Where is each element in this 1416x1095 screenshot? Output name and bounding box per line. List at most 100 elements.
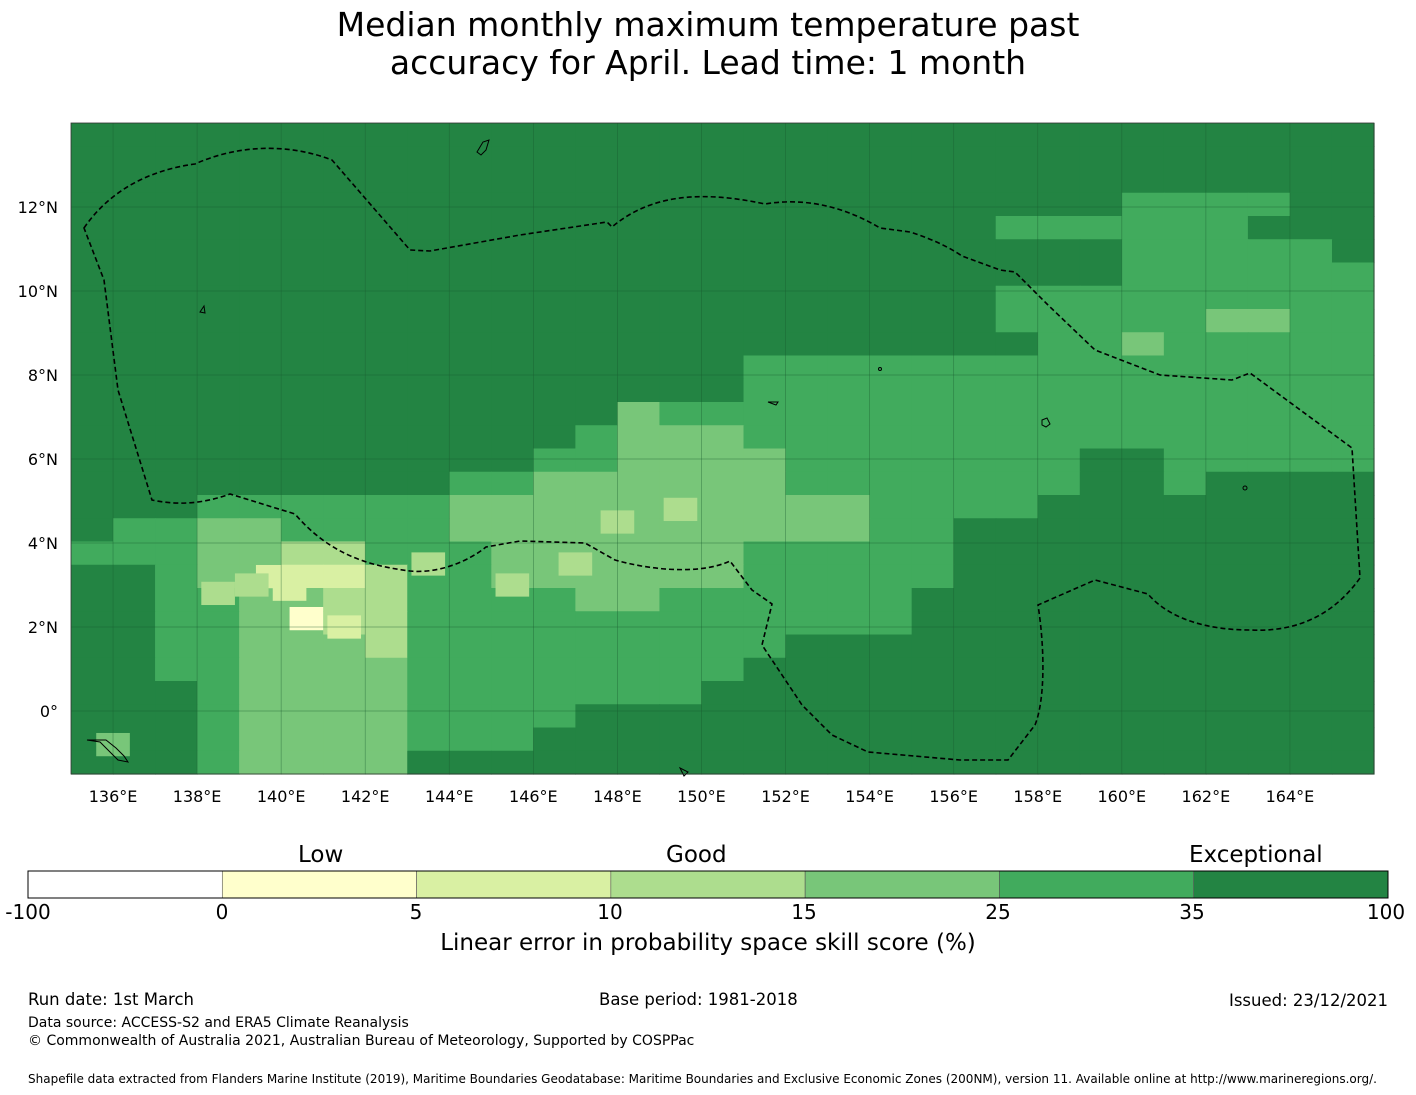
grid-cell	[701, 634, 745, 659]
grid-cell	[1163, 588, 1207, 612]
grid-cell	[1289, 657, 1333, 682]
grid-cell	[71, 634, 114, 659]
grid-cell	[869, 355, 913, 380]
grid-cell	[995, 285, 1039, 310]
grid-cell	[533, 402, 576, 426]
grid-cell	[785, 588, 829, 612]
grid-cell	[701, 355, 745, 380]
grid-cell	[113, 309, 156, 333]
grid-cell	[869, 588, 913, 612]
grid-cell	[995, 634, 1039, 659]
grid-cell	[785, 495, 829, 519]
grid-cell	[827, 704, 871, 729]
grid-cell	[1121, 704, 1165, 729]
grid-cell	[1037, 634, 1081, 659]
grid-cell	[1037, 750, 1081, 775]
grid-cell	[449, 448, 492, 473]
grid-cell	[617, 192, 661, 217]
grid-cell	[1205, 727, 1249, 752]
grid-cell	[155, 704, 198, 729]
grid-cell	[743, 657, 787, 682]
grid-cell	[71, 541, 114, 566]
grid-cell	[911, 681, 955, 705]
grid-cell	[701, 332, 745, 357]
grid-cell	[1163, 611, 1207, 636]
grid-cell	[71, 262, 114, 287]
grid-cell	[449, 402, 492, 426]
grid-cell	[71, 309, 114, 333]
grid-cell	[1289, 332, 1333, 357]
grid-cell	[323, 123, 366, 147]
grid-cell	[197, 750, 240, 775]
grid-cell	[659, 239, 703, 264]
grid-cell	[1163, 518, 1207, 543]
grid-cell	[743, 262, 787, 287]
grid-cell	[365, 634, 408, 659]
grid-cell	[155, 216, 198, 240]
grid-cell	[323, 146, 366, 171]
grid-cell	[281, 192, 324, 217]
grid-cell	[701, 262, 745, 287]
grid-cell	[1163, 216, 1207, 240]
base-period: Base period: 1981-2018	[599, 990, 798, 1009]
grid-cell	[533, 425, 576, 450]
grid-cell	[1079, 332, 1123, 357]
grid-cell	[1289, 495, 1333, 519]
grid-cell	[71, 146, 114, 171]
grid-cell	[197, 146, 240, 171]
grid-cell	[869, 657, 913, 682]
grid-cell	[155, 378, 198, 403]
grid-cell	[869, 216, 913, 240]
grid-cell	[1331, 541, 1375, 566]
grid-cell	[323, 169, 366, 194]
grid-cell	[953, 518, 997, 543]
grid-cell	[1331, 285, 1375, 310]
grid-cell	[281, 495, 324, 519]
grid-cell	[449, 750, 492, 775]
grid-cell	[323, 425, 366, 450]
grid-cell	[575, 657, 619, 682]
grid-cell	[239, 425, 282, 450]
grid-cell	[1331, 425, 1375, 450]
grid-cell	[575, 169, 619, 194]
grid-cell	[1331, 216, 1375, 240]
grid-cell	[1205, 495, 1249, 519]
grid-cell	[1163, 239, 1207, 264]
grid-cell	[197, 657, 240, 682]
grid-cell	[827, 611, 871, 636]
grid-cell	[1205, 216, 1249, 240]
grid-cell	[1331, 750, 1375, 775]
grid-cell	[1205, 402, 1249, 426]
grid-cell	[239, 146, 282, 171]
grid-cell	[1289, 425, 1333, 450]
grid-cell	[911, 146, 955, 171]
grid-cell	[869, 332, 913, 357]
grid-cell	[449, 727, 492, 752]
grid-cell	[1247, 262, 1291, 287]
latitude-tick-label: 0°	[40, 702, 58, 721]
grid-cell-patch	[289, 606, 324, 631]
grid-cell	[617, 402, 661, 426]
grid-cell	[1205, 262, 1249, 287]
grid-cell	[113, 239, 156, 264]
grid-cell	[239, 378, 282, 403]
grid-cell	[491, 146, 534, 171]
grid-cell	[491, 495, 534, 519]
grid-cell	[323, 750, 366, 775]
grid-cell	[281, 146, 324, 171]
grid-cell	[701, 402, 745, 426]
longitude-tick-label: 162°E	[1182, 787, 1231, 806]
grid-cell	[827, 657, 871, 682]
grid-cell	[743, 192, 787, 217]
grid-cell	[1079, 169, 1123, 194]
grid-cell	[113, 123, 156, 147]
grid-cell	[1247, 309, 1291, 333]
grid-cell	[995, 564, 1039, 589]
grid-cell	[365, 402, 408, 426]
grid-cell	[113, 750, 156, 775]
grid-cell	[743, 378, 787, 403]
grid-cell	[743, 448, 787, 473]
grid-cell	[1331, 681, 1375, 705]
grid-cell	[491, 448, 534, 473]
grid-cell	[911, 564, 955, 589]
